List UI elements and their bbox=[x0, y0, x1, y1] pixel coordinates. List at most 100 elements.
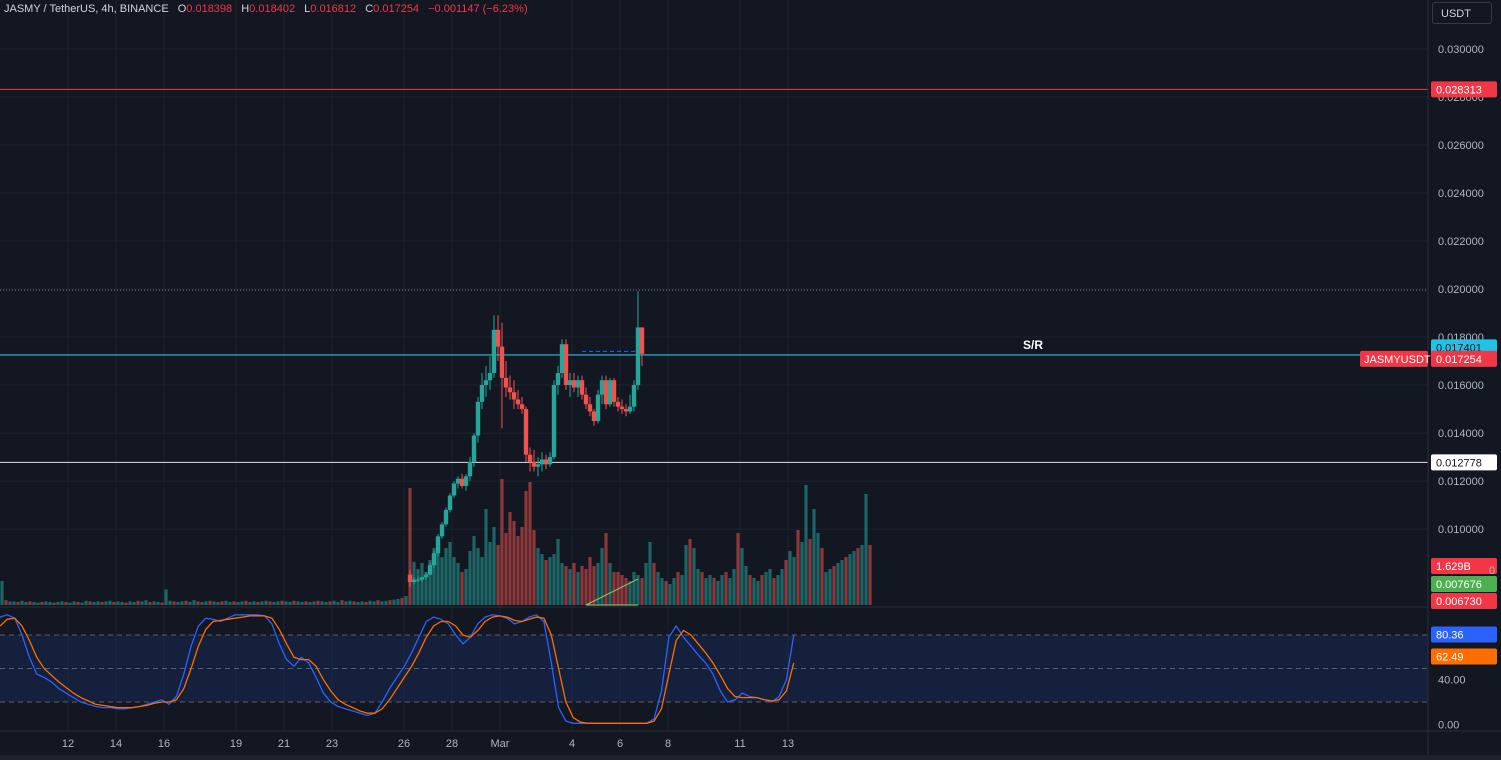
volume-bar bbox=[444, 548, 448, 605]
volume-bar bbox=[456, 563, 460, 605]
candle-body bbox=[515, 399, 521, 405]
symbol-title[interactable]: JASMY / TetherUS, 4h, BINANCE bbox=[4, 3, 169, 15]
candle-body bbox=[475, 401, 481, 436]
volume-bar bbox=[296, 601, 300, 605]
volume-bar bbox=[72, 601, 76, 605]
volume-bar bbox=[432, 548, 436, 605]
volume-bar bbox=[176, 602, 180, 605]
time-tick: 23 bbox=[326, 738, 338, 750]
volume-bar bbox=[840, 560, 844, 605]
volume-bar bbox=[676, 572, 680, 605]
volume-bar bbox=[228, 602, 232, 605]
volume-bar bbox=[92, 602, 96, 605]
volume-bar bbox=[452, 557, 456, 605]
price-axis[interactable]: 0.0300000.0280000.0260000.0240000.022000… bbox=[1427, 0, 1501, 760]
volume-bar bbox=[80, 602, 84, 605]
volume-bar bbox=[728, 578, 732, 605]
volume-bar bbox=[52, 602, 56, 605]
volume-bar bbox=[320, 601, 324, 605]
candle-body bbox=[483, 380, 489, 386]
candle-body bbox=[467, 461, 473, 477]
volume-bar bbox=[740, 548, 744, 605]
volume-bar bbox=[768, 569, 772, 605]
candle-body bbox=[599, 380, 605, 395]
volume-bar bbox=[232, 601, 236, 605]
volume-bar bbox=[32, 602, 36, 605]
volume-bar bbox=[272, 602, 276, 605]
volume-bar bbox=[744, 566, 748, 605]
volume-bar bbox=[476, 548, 480, 605]
volume-bar bbox=[720, 575, 724, 605]
volume-bar bbox=[16, 602, 20, 605]
high-label: H bbox=[241, 3, 250, 15]
candle-body bbox=[407, 574, 413, 582]
volume-bar bbox=[540, 554, 544, 605]
volume-bar bbox=[572, 563, 576, 605]
time-axis-footer bbox=[0, 755, 1501, 760]
volume-bar bbox=[648, 542, 652, 605]
high-value: 0.018402 bbox=[249, 3, 296, 15]
volume-bar bbox=[472, 536, 476, 605]
volume-bar bbox=[836, 563, 840, 605]
volume-bar bbox=[568, 569, 572, 605]
volume-bar bbox=[172, 601, 176, 605]
volume-bar bbox=[352, 601, 356, 605]
stoch-rsi-pane bbox=[0, 606, 1501, 724]
time-axis[interactable]: 91214161921232628Mar4681113 bbox=[0, 730, 1501, 760]
candle-body bbox=[627, 406, 633, 412]
close-label: C bbox=[365, 3, 374, 15]
volume-bar bbox=[500, 479, 504, 605]
volume-bar bbox=[792, 557, 796, 605]
price-tick: 0.016000 bbox=[1438, 380, 1484, 392]
price-tick: 0.012000 bbox=[1438, 476, 1484, 488]
change-value: −0.001147 (−6.23%) bbox=[428, 3, 528, 15]
volume-bar bbox=[480, 557, 484, 605]
volume-bar bbox=[380, 601, 384, 605]
volume-bar bbox=[308, 602, 312, 605]
volume-bar bbox=[416, 569, 420, 605]
current-price-tag: 0.017254 bbox=[1436, 354, 1482, 366]
low-value: 0.016812 bbox=[310, 3, 357, 15]
volume-bar bbox=[168, 600, 172, 605]
price-tick: 0.030000 bbox=[1438, 44, 1484, 56]
volume-bar bbox=[504, 533, 508, 605]
volume-tag-bg bbox=[1431, 558, 1497, 574]
volume-bar bbox=[184, 600, 188, 605]
stoch-tick: 40.00 bbox=[1438, 675, 1466, 687]
candle-body bbox=[539, 459, 545, 465]
candle-body bbox=[415, 579, 421, 581]
candle-body bbox=[527, 454, 533, 462]
volume-bar bbox=[772, 578, 776, 605]
volume-bar bbox=[244, 600, 248, 605]
volume-bar bbox=[132, 602, 136, 605]
volume-tag: 1.629B bbox=[1436, 561, 1471, 573]
volume-bar bbox=[796, 530, 800, 605]
volume-bar bbox=[652, 563, 656, 605]
volume-bar bbox=[100, 602, 104, 605]
volume-bar bbox=[300, 602, 304, 605]
time-tick: 19 bbox=[230, 738, 242, 750]
volume-bar bbox=[860, 545, 864, 605]
volume-bar bbox=[808, 539, 812, 605]
volume-bar bbox=[420, 563, 424, 605]
volume-bar bbox=[356, 602, 360, 605]
volume-bar bbox=[612, 572, 616, 605]
volume-bar bbox=[692, 548, 696, 605]
currency-button[interactable]: USDT bbox=[1432, 2, 1492, 24]
time-tick: 16 bbox=[158, 738, 170, 750]
volume-bar bbox=[680, 575, 684, 605]
candle-body bbox=[563, 344, 569, 386]
candle-body bbox=[447, 495, 453, 510]
open-label: O bbox=[177, 3, 187, 15]
volume-bar bbox=[448, 542, 452, 605]
volume-bar bbox=[140, 601, 144, 605]
volume-bar bbox=[0, 581, 4, 605]
volume-bar bbox=[736, 533, 740, 605]
volume-bar bbox=[700, 572, 704, 605]
volume-bar bbox=[280, 600, 284, 605]
volume-bar bbox=[536, 548, 540, 605]
candle-body bbox=[623, 409, 629, 412]
volume-bar bbox=[212, 601, 216, 605]
candle-body bbox=[635, 327, 641, 386]
